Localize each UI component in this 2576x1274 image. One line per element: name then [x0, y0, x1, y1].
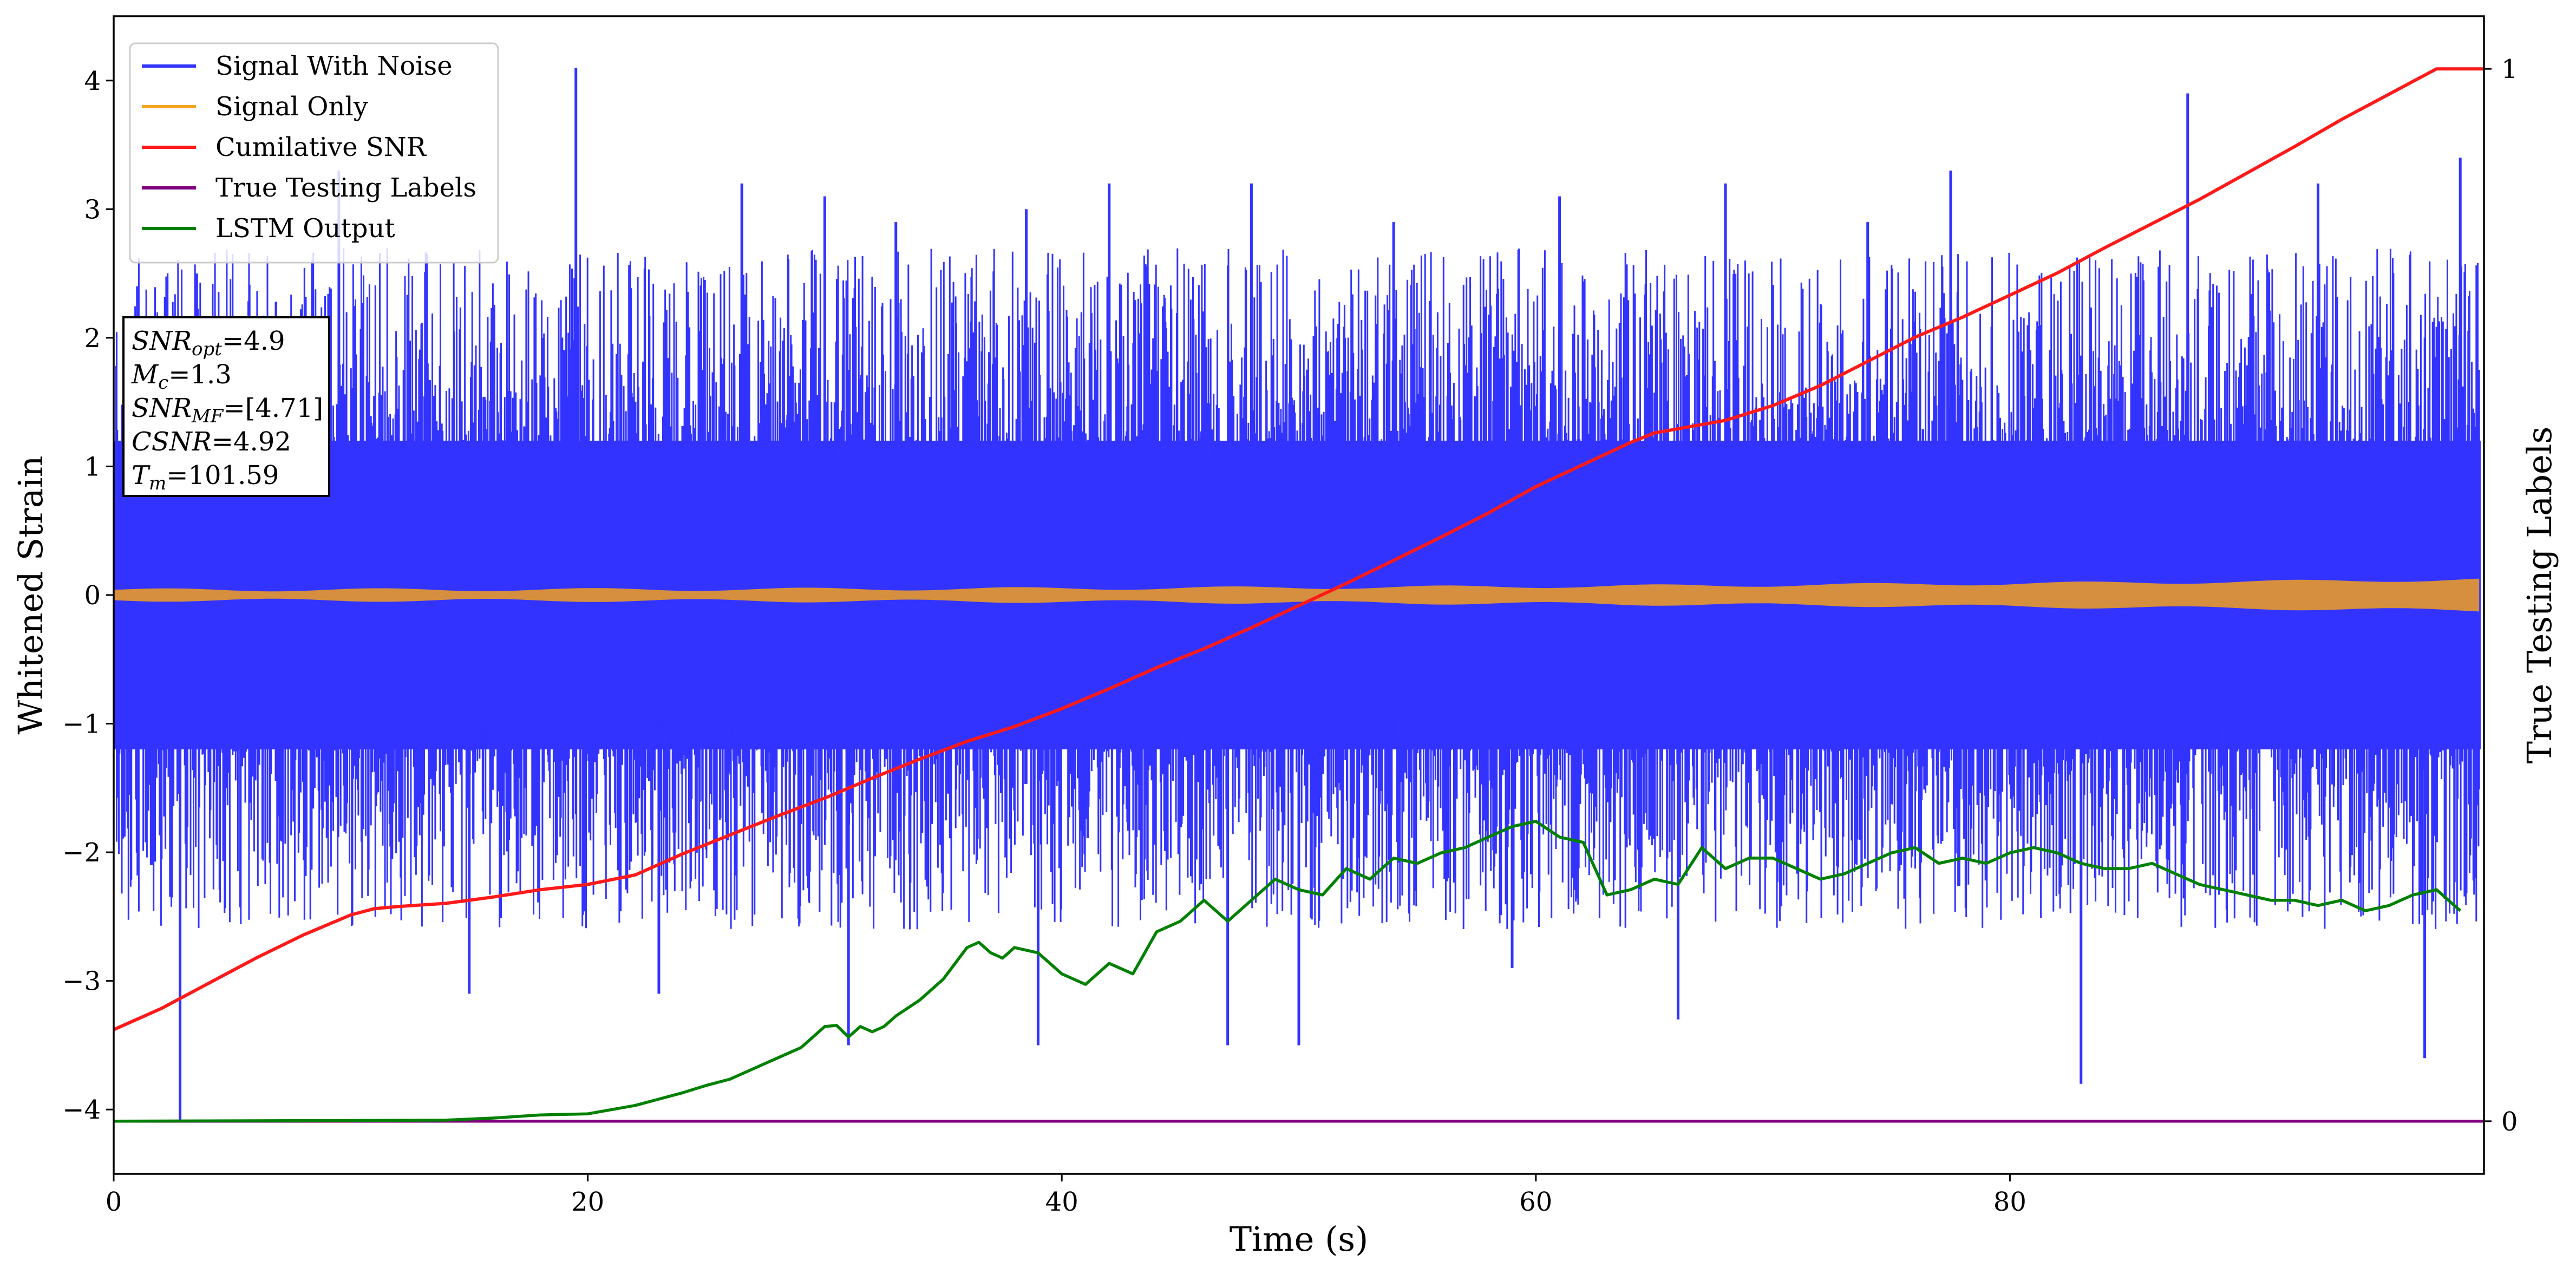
legend-label: LSTM Output: [215, 213, 395, 244]
info-line: SNRopt=4.9: [132, 326, 285, 360]
info-symbol: CSNR: [132, 427, 212, 457]
info-value: =[4.71]: [223, 393, 323, 423]
info-line: CSNR=4.92: [132, 427, 291, 457]
info-box-frame: [122, 316, 330, 497]
info-symbol: SNR: [132, 393, 192, 423]
plot-area: [114, 67, 2484, 1123]
info-subscript: opt: [192, 338, 222, 360]
y-tick-label: 4: [84, 66, 101, 96]
y-tick-label: 0: [84, 580, 101, 611]
legend-box: [129, 42, 499, 264]
y-tick-label: −2: [62, 838, 101, 868]
y2-axis-title: True Testing Labels: [2520, 427, 2559, 764]
info-symbol: T: [132, 460, 151, 491]
legend-label: Signal Only: [215, 92, 368, 122]
y-tick-label: 1: [84, 452, 101, 482]
y-tick-label: −3: [62, 966, 101, 997]
line-series-group: [114, 67, 2484, 1123]
y-tick-label: −1: [62, 709, 101, 740]
info-value: =1.3: [168, 360, 232, 390]
cumilative-snr-line: [114, 67, 2484, 1031]
y-axis-title: Whitened Strain: [11, 456, 50, 735]
y2-tick-label: 0: [2501, 1107, 2518, 1137]
legend-label: Signal With Noise: [215, 51, 453, 81]
info-value: =4.92: [212, 427, 291, 457]
info-subscript: c: [158, 372, 168, 394]
info-line: Tm=101.59: [132, 460, 279, 494]
x-tick-label: 80: [1993, 1187, 2026, 1217]
info-line: SNRMF=[4.71]: [132, 393, 323, 427]
info-box: SNRopt=4.9Mc=1.3SNRMF=[4.71]CSNR=4.92Tm=…: [122, 316, 330, 497]
y-tick-label: 3: [84, 194, 101, 225]
info-symbol: M: [131, 360, 159, 390]
legend-label: True Testing Labels: [215, 173, 476, 203]
info-value: =101.59: [166, 460, 279, 491]
x-tick-label: 40: [1045, 1187, 1078, 1217]
x-axis-title: Time (s): [1230, 1219, 1369, 1259]
y-tick-label: −4: [62, 1095, 101, 1125]
info-symbol: SNR: [132, 326, 192, 356]
y2-tick-label: 1: [2501, 54, 2518, 84]
info-value: =4.9: [222, 326, 285, 356]
y-tick-label: 2: [84, 323, 101, 354]
x-tick-label: 0: [106, 1187, 122, 1217]
signal-only-band: [114, 578, 2480, 612]
lstm-output-line: [114, 820, 2462, 1123]
info-subscript: m: [149, 473, 166, 494]
legend-label: Cumilative SNR: [215, 132, 427, 162]
x-tick-label: 60: [1519, 1187, 1552, 1217]
info-subscript: MF: [191, 406, 224, 427]
x-tick-label: 20: [571, 1187, 604, 1217]
info-line: Mc=1.3: [131, 360, 232, 394]
signal-only-series: [114, 578, 2480, 612]
legend: Signal With Noise Signal Only Cumilative S…: [129, 42, 499, 264]
